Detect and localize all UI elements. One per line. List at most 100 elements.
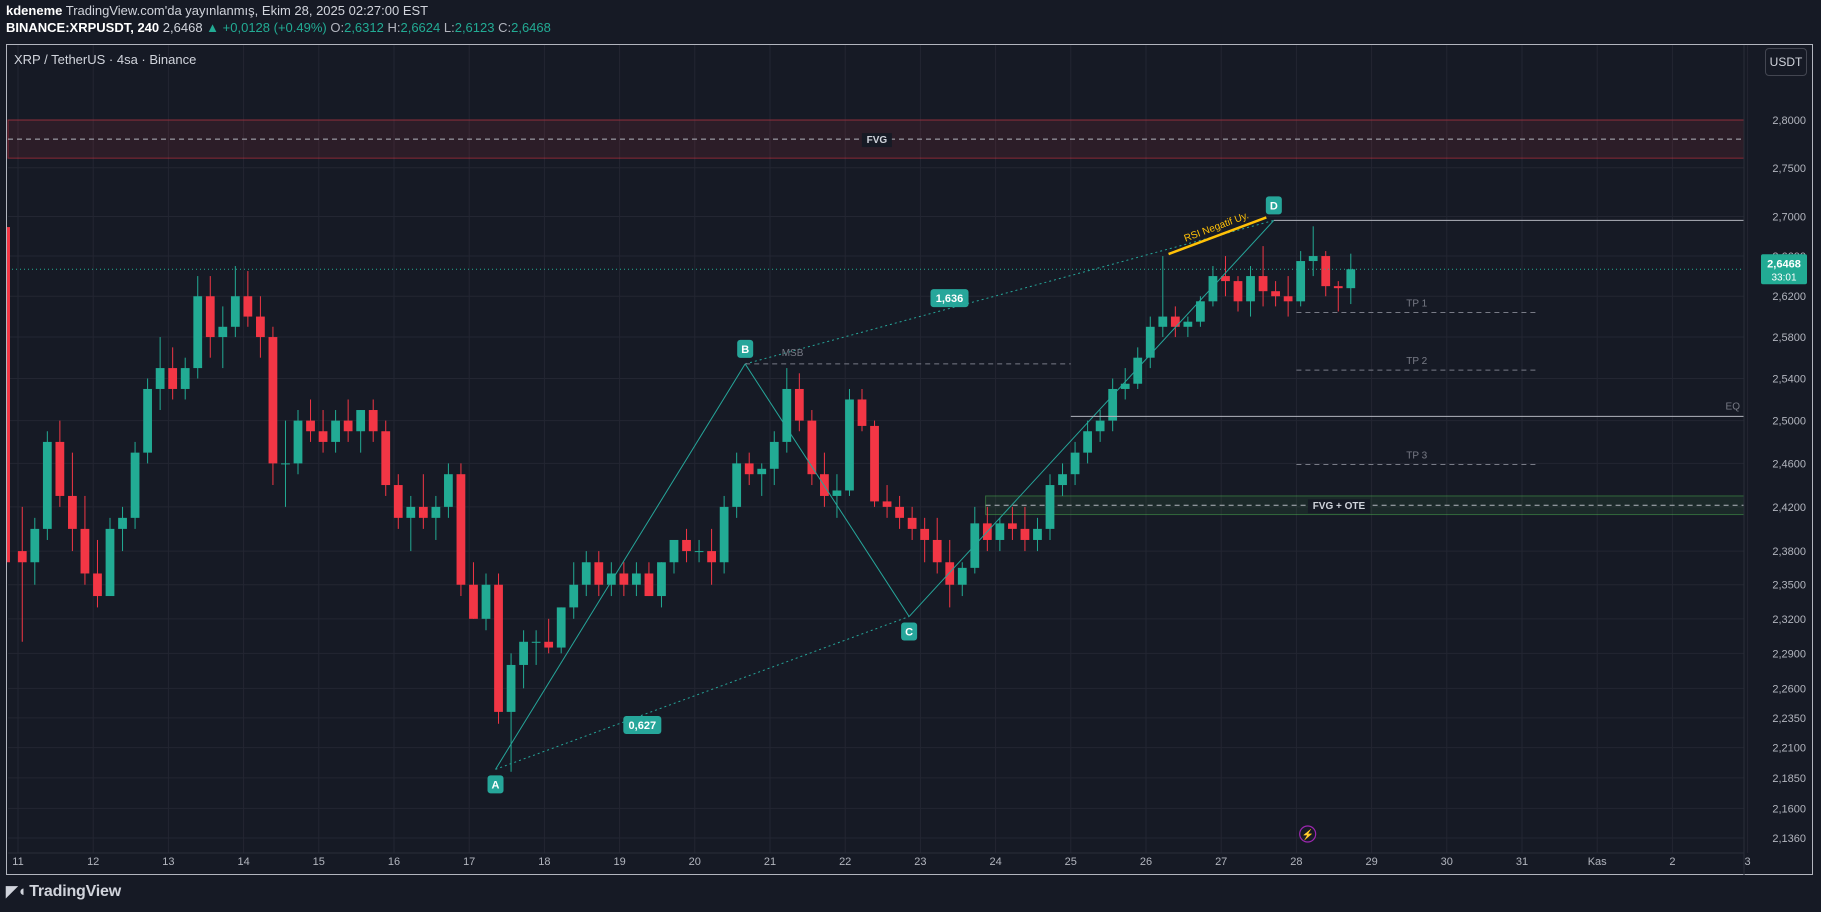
candle-body bbox=[218, 326, 228, 338]
candle-body bbox=[318, 431, 328, 442]
candle-body bbox=[807, 420, 817, 475]
candle-body bbox=[644, 573, 654, 597]
drawing-lines bbox=[8, 216, 1744, 770]
price-tag-countdown: 33:01 bbox=[1771, 272, 1796, 283]
grid-lines bbox=[8, 45, 1749, 853]
candle-body bbox=[556, 607, 566, 648]
price-tag-value: 2,6468 bbox=[1767, 258, 1801, 270]
candle-body bbox=[870, 425, 879, 502]
y-tick-label: 2,7000 bbox=[1772, 211, 1806, 223]
x-tick-label: 22 bbox=[839, 856, 851, 868]
candle-body bbox=[381, 431, 391, 486]
x-tick-label: 12 bbox=[87, 856, 99, 868]
candle-body bbox=[606, 573, 616, 585]
candle-body bbox=[193, 296, 203, 369]
candle-body bbox=[769, 441, 779, 469]
x-tick-label: 17 bbox=[463, 856, 475, 868]
candle-body bbox=[932, 539, 942, 563]
candle-body bbox=[444, 474, 453, 507]
rsi-divergence-line bbox=[1168, 216, 1267, 256]
candle-body bbox=[418, 506, 428, 518]
y-tick-label: 2,3800 bbox=[1772, 546, 1806, 558]
candle-body bbox=[456, 474, 466, 585]
candle-body bbox=[682, 539, 691, 552]
tradingview-logo-icon: ◤◖ bbox=[6, 883, 27, 900]
candle-body bbox=[155, 368, 165, 389]
tradingview-logo[interactable]: ◤◖ TradingView bbox=[6, 882, 121, 901]
candle-body bbox=[1221, 276, 1230, 282]
candle-body bbox=[669, 539, 679, 563]
x-tick-label: 20 bbox=[689, 856, 701, 868]
y-tick-label: 2,8000 bbox=[1772, 115, 1806, 127]
candle-body bbox=[180, 368, 190, 389]
pattern-leg bbox=[495, 363, 746, 770]
last-price: 2,6468 bbox=[162, 20, 203, 35]
candle-body bbox=[732, 463, 742, 507]
candle-body bbox=[143, 388, 152, 453]
x-tick-label: 11 bbox=[12, 856, 23, 868]
y-tick-label: 2,2350 bbox=[1772, 713, 1806, 725]
candle-body bbox=[118, 517, 127, 529]
y-tick-label: 2,2600 bbox=[1772, 683, 1806, 695]
x-tick-label: 25 bbox=[1065, 856, 1077, 868]
candle-body bbox=[243, 296, 253, 317]
high-label: H: bbox=[387, 20, 401, 35]
y-tick-label: 2,4600 bbox=[1772, 458, 1806, 470]
y-tick-label: 2,5800 bbox=[1772, 332, 1806, 344]
candle-body bbox=[130, 452, 140, 518]
price-change: ▲ +0,0128 (+0.49%) bbox=[206, 20, 327, 35]
point-a-label: A bbox=[492, 779, 500, 791]
candle-body bbox=[306, 420, 315, 432]
y-tick-label: 2,2900 bbox=[1772, 648, 1806, 660]
candle-body bbox=[519, 641, 528, 665]
fvg-top-label: FVG bbox=[867, 135, 888, 146]
candle-body bbox=[1133, 357, 1143, 384]
candle-body bbox=[1158, 316, 1168, 327]
point-a-label-bg bbox=[487, 775, 504, 794]
candle-body bbox=[393, 485, 403, 518]
candle-body bbox=[1233, 281, 1243, 302]
tp-label: TP 2 bbox=[1406, 356, 1427, 367]
candle-body bbox=[1120, 383, 1130, 389]
candle-body bbox=[569, 584, 579, 608]
candle-body bbox=[230, 296, 240, 327]
point-b-label-bg bbox=[737, 339, 754, 358]
candle-body bbox=[494, 584, 503, 712]
candle-body bbox=[794, 388, 804, 421]
publish-text: TradingView.com'da yayınlanmış, Ekim 28,… bbox=[65, 3, 429, 18]
y-tick-label: 2,5400 bbox=[1772, 374, 1806, 386]
low-value: 2,6123 bbox=[454, 20, 495, 35]
candle-body bbox=[1008, 523, 1017, 529]
candle-body bbox=[1246, 276, 1255, 302]
candle-body bbox=[506, 664, 516, 712]
ratio-line-ac bbox=[495, 616, 910, 770]
candle-body bbox=[1095, 420, 1105, 432]
candle-body bbox=[544, 641, 554, 648]
candle-body bbox=[1108, 388, 1118, 421]
candle-body bbox=[694, 551, 704, 553]
currency-button[interactable]: USDT bbox=[1765, 48, 1807, 76]
x-tick-label: 28 bbox=[1290, 856, 1302, 868]
x-tick-label: 2 bbox=[1669, 856, 1675, 868]
x-tick-label: 30 bbox=[1441, 856, 1453, 868]
chart-frame bbox=[6, 44, 1813, 875]
eq-label: EQ bbox=[1726, 401, 1741, 412]
point-c-label-bg bbox=[901, 622, 918, 641]
symbol-legend: BINANCE:XRPUSDT, 240 2,6468 ▲ +0,0128 (+… bbox=[6, 20, 551, 35]
ratio-ac-label: 0,627 bbox=[629, 720, 657, 732]
point-b-label: B bbox=[741, 344, 749, 356]
candle-body bbox=[30, 528, 40, 563]
y-tick-label: 2,2100 bbox=[1772, 743, 1806, 755]
tradingview-brand: TradingView bbox=[29, 883, 121, 900]
chart-symbol-title: XRP / TetherUS · 4sa · Binance bbox=[14, 52, 197, 67]
axes: 2,80002,75002,70002,66002,62002,58002,54… bbox=[7, 45, 1807, 875]
candle-body bbox=[1070, 452, 1080, 475]
y-tick-label: 2,5000 bbox=[1772, 416, 1806, 428]
x-tick-label: 31 bbox=[1516, 856, 1528, 868]
symbol-interval[interactable]: BINANCE:XRPUSDT, 240 bbox=[6, 20, 160, 35]
candle-body bbox=[619, 573, 629, 585]
candle-body bbox=[594, 562, 604, 585]
author-name[interactable]: kdeneme bbox=[6, 3, 63, 18]
candle-body bbox=[281, 463, 290, 465]
